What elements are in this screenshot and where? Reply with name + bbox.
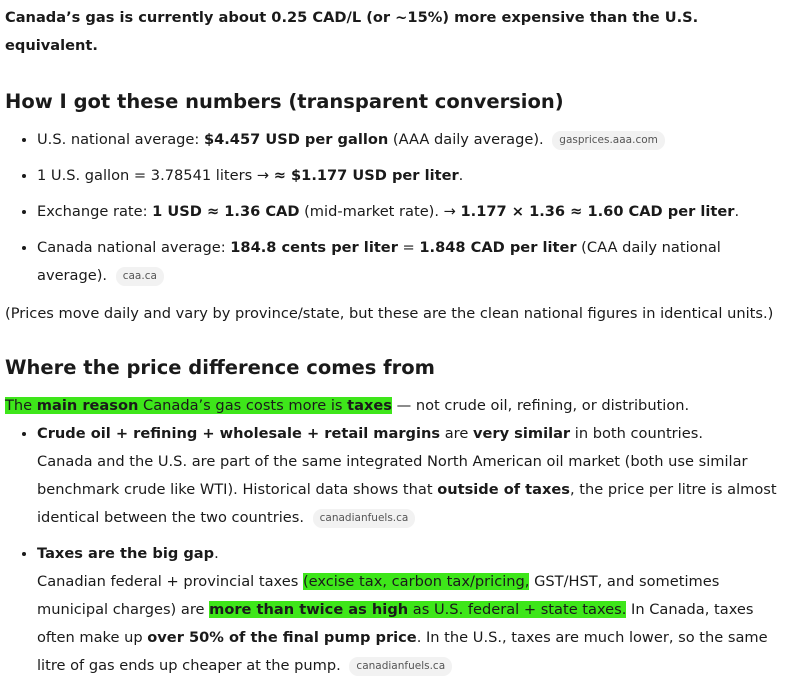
text: , the price per litre is almost identica… xyxy=(37,481,777,526)
bold-text: $4.457 USD per gallon xyxy=(203,131,389,148)
text: Canada national average: xyxy=(37,239,231,256)
text: in both countries. xyxy=(570,425,703,442)
text: (Prices move daily and vary by province/… xyxy=(5,305,774,322)
item-paragraph: Exchange rate: 1 USD ≈ 1.36 CAD (mid-mar… xyxy=(37,198,784,226)
text: as U.S. federal + state taxes. xyxy=(408,601,627,618)
list-item: Exchange rate: 1 USD ≈ 1.36 CAD (mid-mar… xyxy=(37,198,784,226)
list-item: 1 U.S. gallon = 3.78541 liters → ≈ $1.17… xyxy=(37,162,784,190)
summary: Canada’s gas is currently about 0.25 CAD… xyxy=(5,9,699,54)
text: — not crude oil, refining, or distributi… xyxy=(391,397,690,414)
citation-pill[interactable]: gasprices.aaa.com xyxy=(552,131,665,150)
item-paragraph: U.S. national average: $4.457 USD per ga… xyxy=(37,126,784,154)
bold-text: over 50% of the final pump price xyxy=(147,629,417,646)
list-item: U.S. national average: $4.457 USD per ga… xyxy=(37,126,784,154)
text: (CAA daily national average). xyxy=(37,239,721,284)
bold-text: 184.8 cents per liter xyxy=(230,239,398,256)
item-paragraph: Canadian federal + provincial taxes (exc… xyxy=(37,568,784,680)
bold-text: 1 USD ≈ 1.36 CAD xyxy=(152,203,300,220)
text: = xyxy=(397,239,420,256)
text: (AAA daily average). xyxy=(388,131,549,148)
text: Canada and the U.S. are part of the same… xyxy=(37,453,748,498)
text: Canadian federal + provincial taxes xyxy=(37,573,303,590)
heading: Where the price difference comes from xyxy=(5,356,435,379)
bullet-list: Crude oil + refining + wholesale + retai… xyxy=(5,420,784,680)
text: U.S. national average: xyxy=(37,131,204,148)
paragraph: (Prices move daily and vary by province/… xyxy=(5,300,784,328)
citation-pill[interactable]: canadianfuels.ca xyxy=(312,509,416,528)
bold-text: taxes xyxy=(347,397,392,414)
text: The xyxy=(5,397,37,414)
text: . xyxy=(458,167,464,184)
citation-pill[interactable]: caa.ca xyxy=(115,267,164,286)
list-item: Canada national average: 184.8 cents per… xyxy=(37,234,784,290)
list-item: Crude oil + refining + wholesale + retai… xyxy=(37,420,784,532)
text: In Canada, taxes often make up xyxy=(37,601,754,646)
text: . xyxy=(734,203,740,220)
item-paragraph: Canada and the U.S. are part of the same… xyxy=(37,448,784,532)
list-item: Taxes are the big gap.Canadian federal +… xyxy=(37,540,784,680)
text: Exchange rate: xyxy=(37,203,153,220)
bold-text: more than twice as high xyxy=(209,601,409,618)
text: 1 U.S. gallon = 3.78541 liters → xyxy=(37,167,274,184)
bullet-list: U.S. national average: $4.457 USD per ga… xyxy=(5,126,784,290)
heading: How I got these numbers (transparent con… xyxy=(5,90,564,113)
bold-text: main reason xyxy=(36,397,139,414)
item-paragraph: Canada national average: 184.8 cents per… xyxy=(37,234,784,290)
bold-text: very similar xyxy=(472,425,571,442)
text: . In the U.S., taxes are much lower, so … xyxy=(37,629,768,674)
item-paragraph: Taxes are the big gap. xyxy=(37,540,784,568)
text: Canada’s gas costs more is xyxy=(138,397,348,414)
item-paragraph: Crude oil + refining + wholesale + retai… xyxy=(37,420,784,448)
item-paragraph: 1 U.S. gallon = 3.78541 liters → ≈ $1.17… xyxy=(37,162,784,190)
bold-text: 1.848 CAD per liter xyxy=(419,239,577,256)
bold-text: outside of taxes xyxy=(437,481,570,498)
bold-text: 1.177 × 1.36 ≈ 1.60 CAD per liter xyxy=(460,203,735,220)
bold-text: Taxes are the big gap xyxy=(37,545,215,562)
bold-text: Crude oil + refining + wholesale + retai… xyxy=(37,425,441,442)
citation-pill[interactable]: canadianfuels.ca xyxy=(349,657,453,676)
text: are xyxy=(440,425,473,442)
text: GST/HST, and sometimes municipal charges… xyxy=(37,573,720,618)
paragraph: The main reason Canada’s gas costs more … xyxy=(5,392,784,420)
text: . xyxy=(214,545,219,562)
text: (mid-market rate). → xyxy=(299,203,461,220)
text: (excise tax, carbon tax/pricing, xyxy=(302,573,530,590)
bold-text: ≈ $1.177 USD per liter xyxy=(273,167,459,184)
